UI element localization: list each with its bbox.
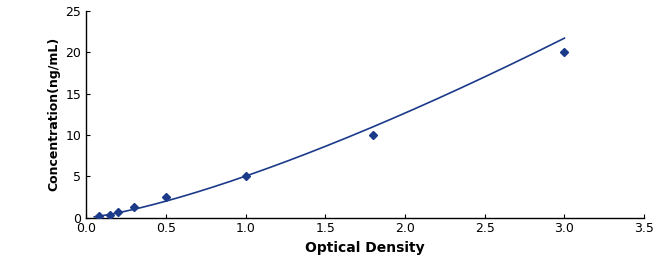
X-axis label: Optical Density: Optical Density (305, 241, 425, 255)
Y-axis label: Concentration(ng/mL): Concentration(ng/mL) (47, 37, 60, 191)
